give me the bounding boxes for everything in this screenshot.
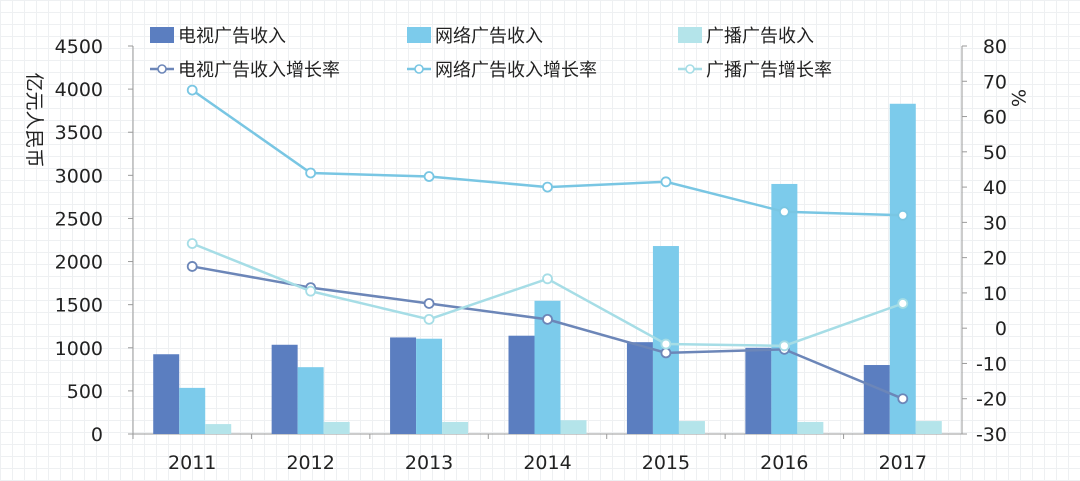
data-point xyxy=(186,84,198,96)
data-point xyxy=(660,176,672,188)
x-tick-label: 2017 xyxy=(879,452,927,474)
bar xyxy=(915,421,942,434)
y-tick-label: 500 xyxy=(67,381,103,403)
bar xyxy=(678,421,705,434)
data-point xyxy=(897,393,909,405)
legend-swatch xyxy=(150,27,174,43)
x-tick-label: 2014 xyxy=(523,452,571,474)
bar xyxy=(297,367,324,434)
tick-labels: 050010001500200025003000350040004500-30-… xyxy=(55,36,1007,474)
bar xyxy=(560,420,587,434)
legend-label: 电视广告收入增长率 xyxy=(178,60,340,81)
y2-tick-label: 70 xyxy=(983,71,1007,93)
legend-label: 广播广告增长率 xyxy=(706,60,832,81)
data-point xyxy=(660,347,672,359)
bar xyxy=(323,421,350,434)
data-point xyxy=(186,238,198,249)
legend-label: 电视广告收入 xyxy=(178,26,286,47)
bar xyxy=(153,354,180,434)
x-tick-label: 2015 xyxy=(642,452,690,474)
bars xyxy=(153,103,942,434)
x-tick-label: 2011 xyxy=(168,452,216,474)
data-point xyxy=(305,285,317,297)
x-tick-label: 2016 xyxy=(760,452,808,474)
data-point xyxy=(778,206,790,218)
bar xyxy=(797,421,824,434)
bar xyxy=(771,183,798,434)
data-point xyxy=(778,340,790,352)
data-point xyxy=(542,181,553,193)
bar xyxy=(179,387,206,434)
data-point xyxy=(660,338,672,350)
y2-axis-title: % xyxy=(1007,89,1029,107)
y-tick-label: 2000 xyxy=(55,252,103,274)
legend-label: 网络广告收入 xyxy=(435,26,543,47)
bar xyxy=(508,335,535,434)
data-point xyxy=(542,313,553,325)
y2-tick-label: 60 xyxy=(983,107,1007,129)
data-point xyxy=(897,298,909,309)
legend-label: 广播广告收入 xyxy=(706,26,814,47)
data-point xyxy=(423,171,435,182)
y-axis-title: 亿元人民币 xyxy=(23,72,45,167)
bar xyxy=(442,421,469,434)
bar xyxy=(889,103,916,434)
y2-tick-label: 80 xyxy=(983,36,1007,58)
y2-tick-label: 50 xyxy=(983,142,1007,164)
data-point xyxy=(897,209,909,221)
y-tick-label: 1000 xyxy=(55,338,103,360)
data-point xyxy=(305,167,317,179)
y2-tick-label: 30 xyxy=(983,212,1007,234)
data-point xyxy=(423,298,435,309)
legend-swatch xyxy=(407,27,431,43)
y-tick-label: 0 xyxy=(91,424,103,446)
y2-tick-label: -10 xyxy=(976,353,1007,375)
y-tick-label: 2500 xyxy=(55,208,103,230)
x-tick-label: 2013 xyxy=(405,452,453,474)
bar xyxy=(416,338,443,434)
y2-tick-label: 0 xyxy=(995,318,1007,340)
y-tick-label: 4000 xyxy=(55,79,103,101)
legend-marker xyxy=(157,64,167,74)
y-tick-label: 4500 xyxy=(55,36,103,58)
data-point xyxy=(542,273,553,285)
bar xyxy=(745,347,772,434)
legend-swatch xyxy=(678,27,702,43)
y2-tick-label: -30 xyxy=(976,424,1007,446)
y-tick-label: 3500 xyxy=(55,122,103,144)
y-tick-label: 1500 xyxy=(55,295,103,317)
y2-tick-label: 40 xyxy=(983,177,1007,199)
legend-marker xyxy=(685,64,695,74)
y2-tick-label: 10 xyxy=(983,283,1007,305)
bar xyxy=(390,337,417,434)
bar xyxy=(271,344,298,434)
data-point xyxy=(423,313,435,325)
bar xyxy=(205,424,232,434)
legend-marker xyxy=(414,64,424,74)
y-tick-label: 3000 xyxy=(55,165,103,187)
y2-tick-label: -20 xyxy=(976,389,1007,411)
lines xyxy=(186,84,909,405)
bar xyxy=(863,365,890,434)
y2-tick-label: 20 xyxy=(983,248,1007,270)
axis-titles: 亿元人民币% xyxy=(23,72,1029,167)
data-point xyxy=(186,261,198,272)
legend-label: 网络广告收入增长率 xyxy=(435,60,597,81)
x-tick-label: 2012 xyxy=(286,452,334,474)
bar xyxy=(626,342,653,434)
